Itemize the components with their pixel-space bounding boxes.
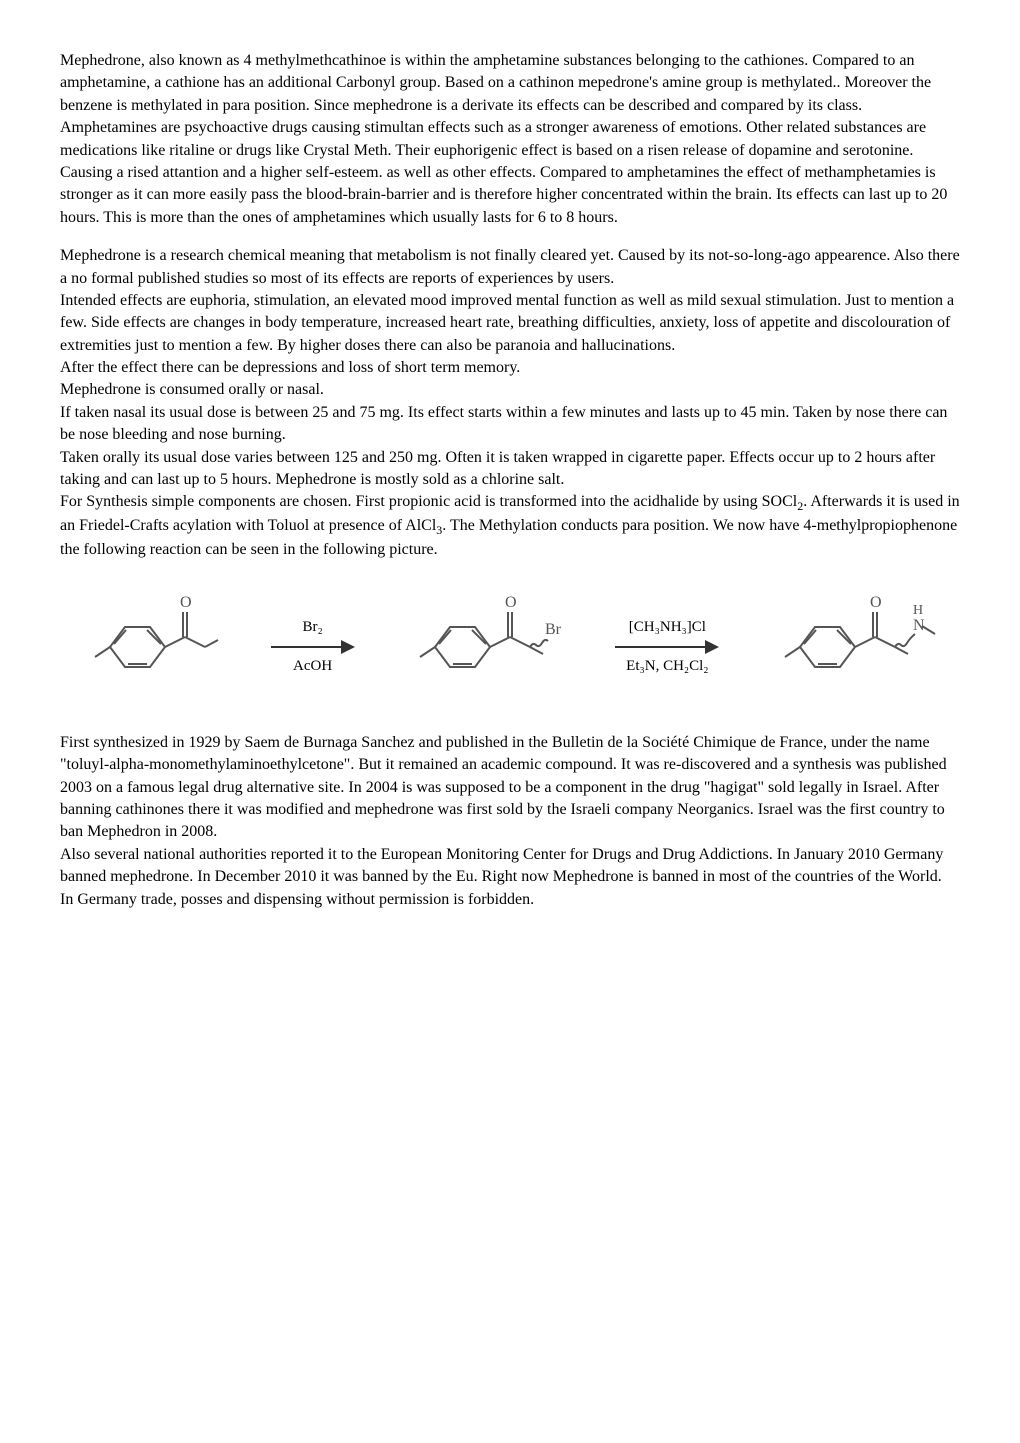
paragraph-consumption: Mephedrone is consumed orally or nasal. [60, 381, 324, 398]
svg-text:O: O [180, 594, 192, 611]
paragraph-after: After the effect there can be depression… [60, 359, 520, 376]
effects-block: Mephedrone is a research chemical meanin… [60, 245, 960, 562]
reaction-diagram: O Br₂ AcOH O Br [CH₃NH₃]Cl [60, 592, 960, 702]
paragraph-oral: Taken orally its usual dose varies betwe… [60, 449, 935, 488]
molecule-2: O Br [405, 592, 565, 702]
paragraph-synthesis-a: For Synthesis simple components are chos… [60, 493, 797, 510]
arrow-1-bottom: AcOH [293, 656, 332, 677]
arrow-1-top: Br₂ [302, 617, 322, 638]
arrow-2: [CH₃NH₃]Cl Et₃N, CH₂Cl₂ [615, 617, 719, 677]
svg-text:Br: Br [545, 621, 562, 638]
paragraph-germany: In Germany trade, posses and dispensing … [60, 891, 534, 908]
paragraph-history: First synthesized in 1929 by Saem de Bur… [60, 734, 947, 841]
paragraph-ban: Also several national authorities report… [60, 846, 943, 885]
svg-text:N: N [913, 617, 925, 634]
history-block: First synthesized in 1929 by Saem de Bur… [60, 732, 960, 911]
molecule-1: O [80, 592, 220, 702]
paragraph-intended: Intended effects are euphoria, stimulati… [60, 292, 954, 354]
molecule-3: O N H [770, 592, 940, 702]
paragraph-research: Mephedrone is a research chemical meanin… [60, 247, 960, 286]
arrow-2-top: [CH₃NH₃]Cl [629, 617, 706, 638]
paragraph-nasal: If taken nasal its usual dose is between… [60, 404, 947, 443]
arrow-1: Br₂ AcOH [271, 617, 355, 677]
svg-text:H: H [913, 603, 923, 618]
paragraph-intro: Mephedrone, also known as 4 methylmethca… [60, 50, 960, 229]
svg-text:O: O [870, 594, 882, 611]
arrow-2-bottom: Et₃N, CH₂Cl₂ [626, 656, 708, 677]
svg-text:O: O [505, 594, 517, 611]
